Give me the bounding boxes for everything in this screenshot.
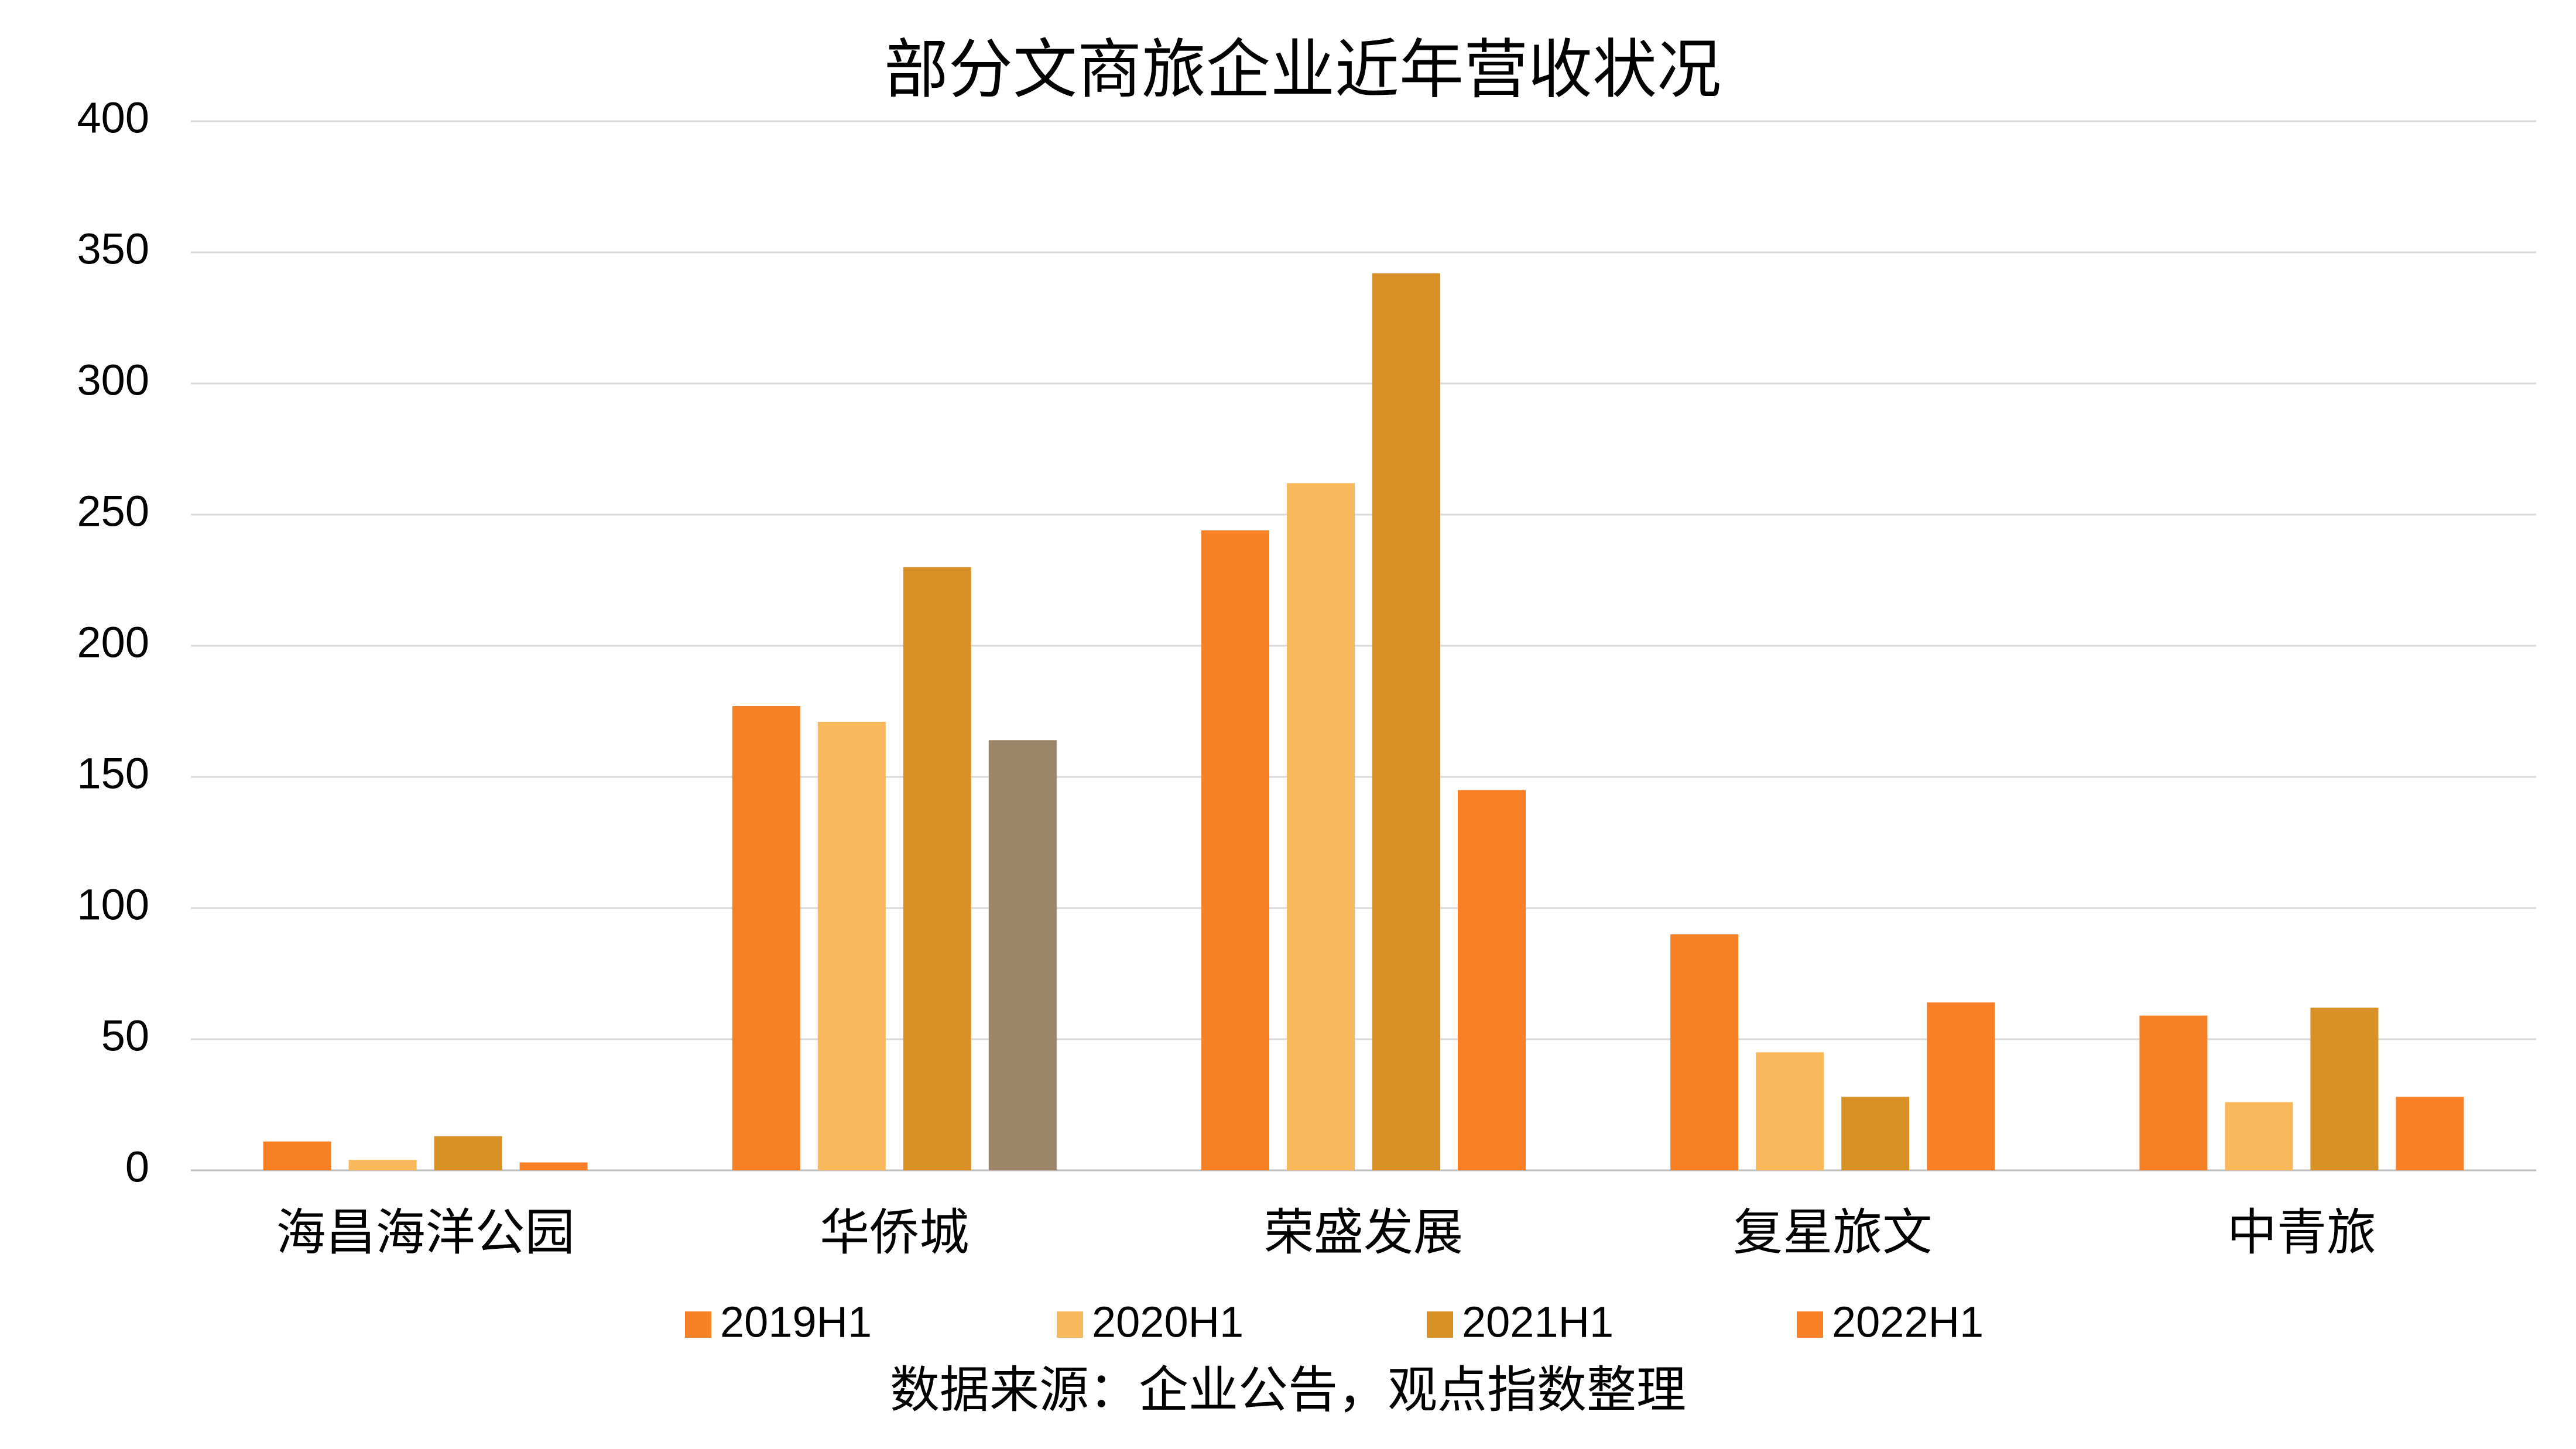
legend-label: 2020H1 (1092, 1298, 1244, 1347)
legend-swatch (1427, 1311, 1453, 1338)
legend-label: 2022H1 (1832, 1298, 1984, 1347)
legend-label: 2019H1 (720, 1298, 872, 1347)
bar (1287, 483, 1355, 1170)
x-tick-label: 华侨城 (820, 1205, 969, 1260)
y-tick-label: 200 (77, 618, 149, 667)
bar (263, 1141, 331, 1170)
bar (2225, 1102, 2293, 1170)
y-tick-label: 100 (77, 881, 149, 929)
y-tick-label: 350 (77, 225, 149, 273)
bar (519, 1162, 588, 1170)
bar (1670, 934, 1739, 1170)
bar (1756, 1052, 1824, 1170)
y-tick-label: 0 (125, 1143, 149, 1191)
source-note: 数据来源：企业公告，观点指数整理 (890, 1362, 1686, 1418)
bar (1458, 790, 1526, 1170)
y-tick-label: 250 (77, 487, 149, 536)
x-tick-label: 复星旅文 (1733, 1205, 1932, 1260)
bar (2396, 1097, 2464, 1170)
x-tick-label: 海昌海洋公园 (276, 1205, 575, 1260)
bar (732, 706, 800, 1170)
bar (1841, 1097, 1910, 1170)
bar (2139, 1015, 2208, 1170)
bar (2310, 1008, 2379, 1170)
legend-label: 2021H1 (1462, 1298, 1614, 1347)
bar (988, 740, 1057, 1170)
y-tick-label: 300 (77, 356, 149, 405)
bar (1201, 530, 1269, 1170)
bar (1372, 273, 1440, 1171)
legend-swatch (1797, 1311, 1823, 1338)
bar (817, 721, 886, 1170)
y-tick-label: 50 (101, 1012, 149, 1060)
y-tick-label: 150 (77, 749, 149, 798)
bar (903, 567, 971, 1170)
x-tick-label: 中青旅 (2227, 1205, 2376, 1260)
y-tick-label: 400 (77, 94, 149, 142)
bar (348, 1160, 417, 1170)
x-tick-label: 荣盛发展 (1264, 1205, 1463, 1260)
legend-swatch (1057, 1311, 1083, 1338)
chart-title: 部分文商旅企业近年营收状况 (884, 34, 1721, 106)
legend-swatch (685, 1311, 711, 1338)
bar (1927, 1002, 1995, 1170)
bar (434, 1136, 502, 1170)
